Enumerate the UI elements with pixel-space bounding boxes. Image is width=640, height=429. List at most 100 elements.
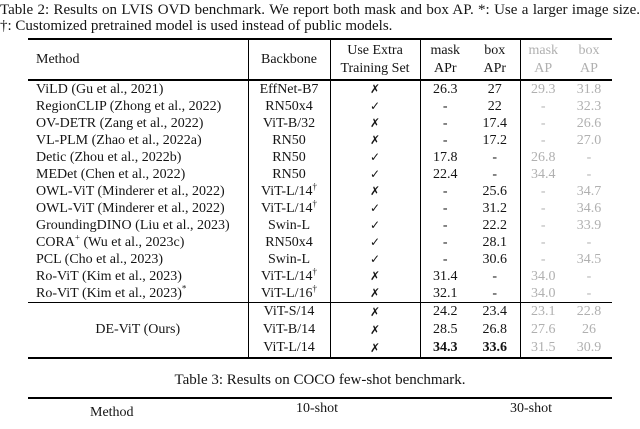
header-box-ap-line2: AP [580, 60, 598, 76]
method-label: PCL (Cho et al., 2023) [36, 252, 164, 267]
extra-training-cell: ✗ [329, 321, 420, 339]
box-apr-cell: - [470, 285, 520, 303]
lvis-results-table: Method Backbone Use Extra Training Set m… [28, 38, 612, 359]
mask-apr-cell: 24.2 [419, 302, 470, 321]
box-ap-cell: 26.6 [576, 116, 602, 131]
backbone-cell: ViT-L/14† [247, 183, 330, 200]
mask-apr-cell: - [419, 132, 470, 149]
extra-training-cell: ✓ [329, 166, 420, 183]
box-apr-cell: - [492, 167, 498, 182]
method-label: Ro-ViT (Kim et al., 2023) [36, 286, 182, 301]
box-apr-cell: 23.4 [482, 304, 508, 319]
extra-training-cell: ✗ [329, 183, 420, 200]
table3-header: Method 10-shot 30-shot [0, 399, 640, 429]
box-apr-cell: 30.6 [482, 252, 508, 267]
table3-top-rule [28, 397, 612, 399]
backbone-cell: RN50 [247, 166, 330, 183]
table3-30shot-header: 30-shot [510, 401, 552, 416]
table3-caption: Table 3: Results on COCO few-shot benchm… [174, 372, 466, 388]
table-row: VL-PLM (Zhao et al., 2022a) RN50 ✗ - 17.… [28, 132, 612, 149]
method-cell: RegionCLIP (Zhong et al., 2022) [28, 98, 248, 115]
extra-training-cell: ✗ [329, 285, 420, 303]
mask-apr-cell: 17.8 [419, 149, 470, 166]
box-ap-cell: 34.6 [576, 201, 602, 216]
mask-ap-cell: 34.0 [519, 285, 566, 303]
devit-section: DE-ViT (Ours) ViT-S/14 ✗ 24.2 23.4 23.1 … [28, 302, 612, 358]
header-box-apr: box APr [470, 39, 520, 81]
backbone-cell: ViT-L/16† [247, 285, 330, 303]
method-label: CORA [36, 235, 75, 250]
header-mask-ap: mask AP [519, 39, 566, 81]
header-mask-ap-line1: mask [528, 42, 559, 58]
method-cell: ViLD (Gu et al., 2021) [28, 80, 248, 98]
table-row: PCL (Cho et al., 2023) Swin-L ✓ - 30.6 -… [28, 251, 612, 268]
method-cell: OWL-ViT (Minderer et al., 2022) [28, 200, 248, 217]
mask-ap-cell: - [519, 98, 566, 115]
extra-training-cell: ✓ [329, 98, 420, 115]
mask-ap-cell: 31.5 [519, 339, 566, 358]
box-apr-cell: 22 [487, 99, 502, 114]
backbone-cell: ViT-B/14 [247, 321, 330, 339]
backbone-label: ViT-L/14 [260, 269, 313, 284]
box-ap-cell: 27.0 [576, 133, 602, 148]
method-cell: CORA+ (Wu et al., 2023c) [28, 234, 248, 251]
table-row: ViLD (Gu et al., 2021) EffNet-B7 ✗ 26.3 … [28, 80, 612, 98]
box-ap-cell: 26 [582, 322, 596, 337]
method-label: OWL-ViT (Minderer et al., 2022) [36, 201, 225, 216]
mask-ap-cell: 34.0 [519, 268, 566, 285]
table2-caption: Table 2: Results on LVIS OVD benchmark. … [0, 2, 640, 34]
table-row: ViT-B/14 ✗ 28.5 26.8 27.6 26 [28, 321, 612, 339]
header-use-extra-line2: Training Set [340, 60, 410, 76]
mask-apr-cell: - [419, 115, 470, 132]
method-cell: PCL (Cho et al., 2023) [28, 251, 248, 268]
header-box-ap: box AP [566, 39, 612, 81]
mask-apr-cell: 28.5 [419, 321, 470, 339]
backbone-cell: Swin-L [247, 217, 330, 234]
method-label: OWL-ViT (Minderer et al., 2022) [36, 184, 225, 199]
mask-ap-cell: - [519, 251, 566, 268]
extra-training-cell: ✓ [329, 149, 420, 166]
box-ap-cell: 32.3 [576, 99, 602, 114]
mask-apr-cell: - [419, 183, 470, 200]
backbone-cell: RN50 [247, 132, 330, 149]
header-mask-apr-line2: APr [433, 60, 457, 76]
method-label: ViLD (Gu et al., 2021) [36, 82, 164, 97]
table-row: ViT-L/14 ✗ 34.3 33.6 31.5 30.9 [28, 339, 612, 358]
mask-ap-cell: 27.6 [519, 321, 566, 339]
method-label: Ro-ViT (Kim et al., 2023) [36, 269, 182, 284]
box-apr-cell: 22.2 [482, 218, 508, 233]
table3-method-header: Method [90, 405, 134, 420]
backbone-label: ViT-L/14 [260, 184, 313, 199]
mask-apr-cell: - [419, 234, 470, 251]
dagger-superscript: † [312, 268, 318, 277]
extra-training-cell: ✗ [329, 115, 420, 132]
box-apr-cell: 27 [487, 82, 502, 97]
mask-ap-cell: - [519, 115, 566, 132]
table2-body: ViLD (Gu et al., 2021) EffNet-B7 ✗ 26.3 … [28, 80, 612, 303]
method-cell: OWL-ViT (Minderer et al., 2022) [28, 183, 248, 200]
method-cell: Ro-ViT (Kim et al., 2023) [28, 268, 248, 285]
table-row: CORA+ (Wu et al., 2023c) RN50x4 ✓ - 28.1… [28, 234, 612, 251]
mask-ap-cell: - [519, 183, 566, 200]
extra-training-cell: ✗ [329, 132, 420, 149]
box-ap-cell: - [586, 235, 592, 250]
devit-method-cell: DE-ViT (Ours) [95, 322, 181, 337]
mask-apr-cell: - [419, 200, 470, 217]
backbone-cell: ViT-L/14† [247, 268, 330, 285]
method-cell: GroundingDINO (Liu et al., 2023) [28, 217, 248, 234]
table3-10shot-header: 10-shot [296, 401, 338, 416]
mask-ap-cell: 34.4 [519, 166, 566, 183]
box-apr-cell: - [492, 269, 498, 284]
extra-training-cell: ✓ [329, 217, 420, 234]
mask-ap-cell: - [519, 234, 566, 251]
extra-training-cell: ✓ [329, 200, 420, 217]
method-cell: OV-DETR (Zang et al., 2022) [28, 115, 248, 132]
box-ap-cell: - [586, 269, 592, 284]
header-method: Method [28, 39, 248, 81]
backbone-cell: RN50x4 [247, 234, 330, 251]
table-row: GroundingDINO (Liu et al., 2023) Swin-L … [28, 217, 612, 234]
box-ap-cell: 31.8 [576, 82, 602, 97]
mask-apr-cell: - [419, 98, 470, 115]
header-use-extra: Use Extra Training Set [329, 39, 420, 81]
asterisk-superscript: * [181, 285, 187, 294]
